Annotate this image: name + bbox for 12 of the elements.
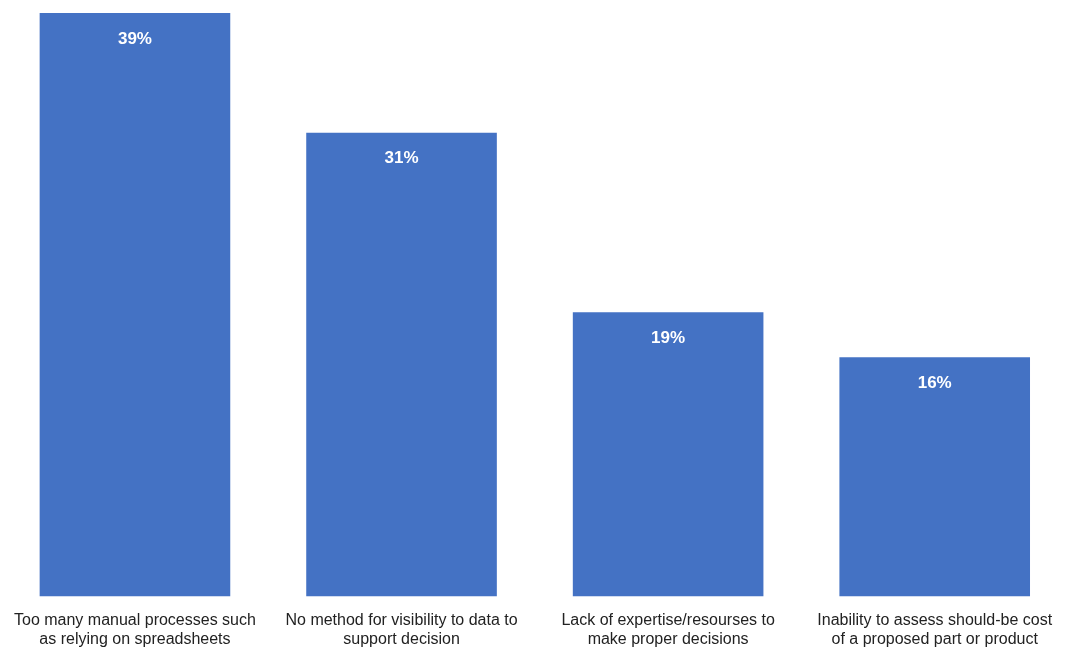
data-label: 39%	[117, 28, 152, 48]
bar	[39, 13, 231, 597]
data-label: 16%	[917, 372, 952, 392]
bar	[572, 312, 764, 597]
data-label: 19%	[651, 327, 686, 347]
x-tick-label: Inability to assess should-be cost of a proposed part or product	[817, 610, 1053, 647]
bar	[306, 132, 497, 597]
data-label: 31%	[384, 148, 419, 168]
x-tick-label: No method for visibility to data to support decision	[285, 610, 518, 647]
bar	[839, 357, 1031, 597]
x-tick-label: Lack of expertise/resourses to make proper decisions	[561, 610, 775, 647]
x-tick-label: Too many manual processes such as relying on spreadsheets	[14, 610, 256, 647]
